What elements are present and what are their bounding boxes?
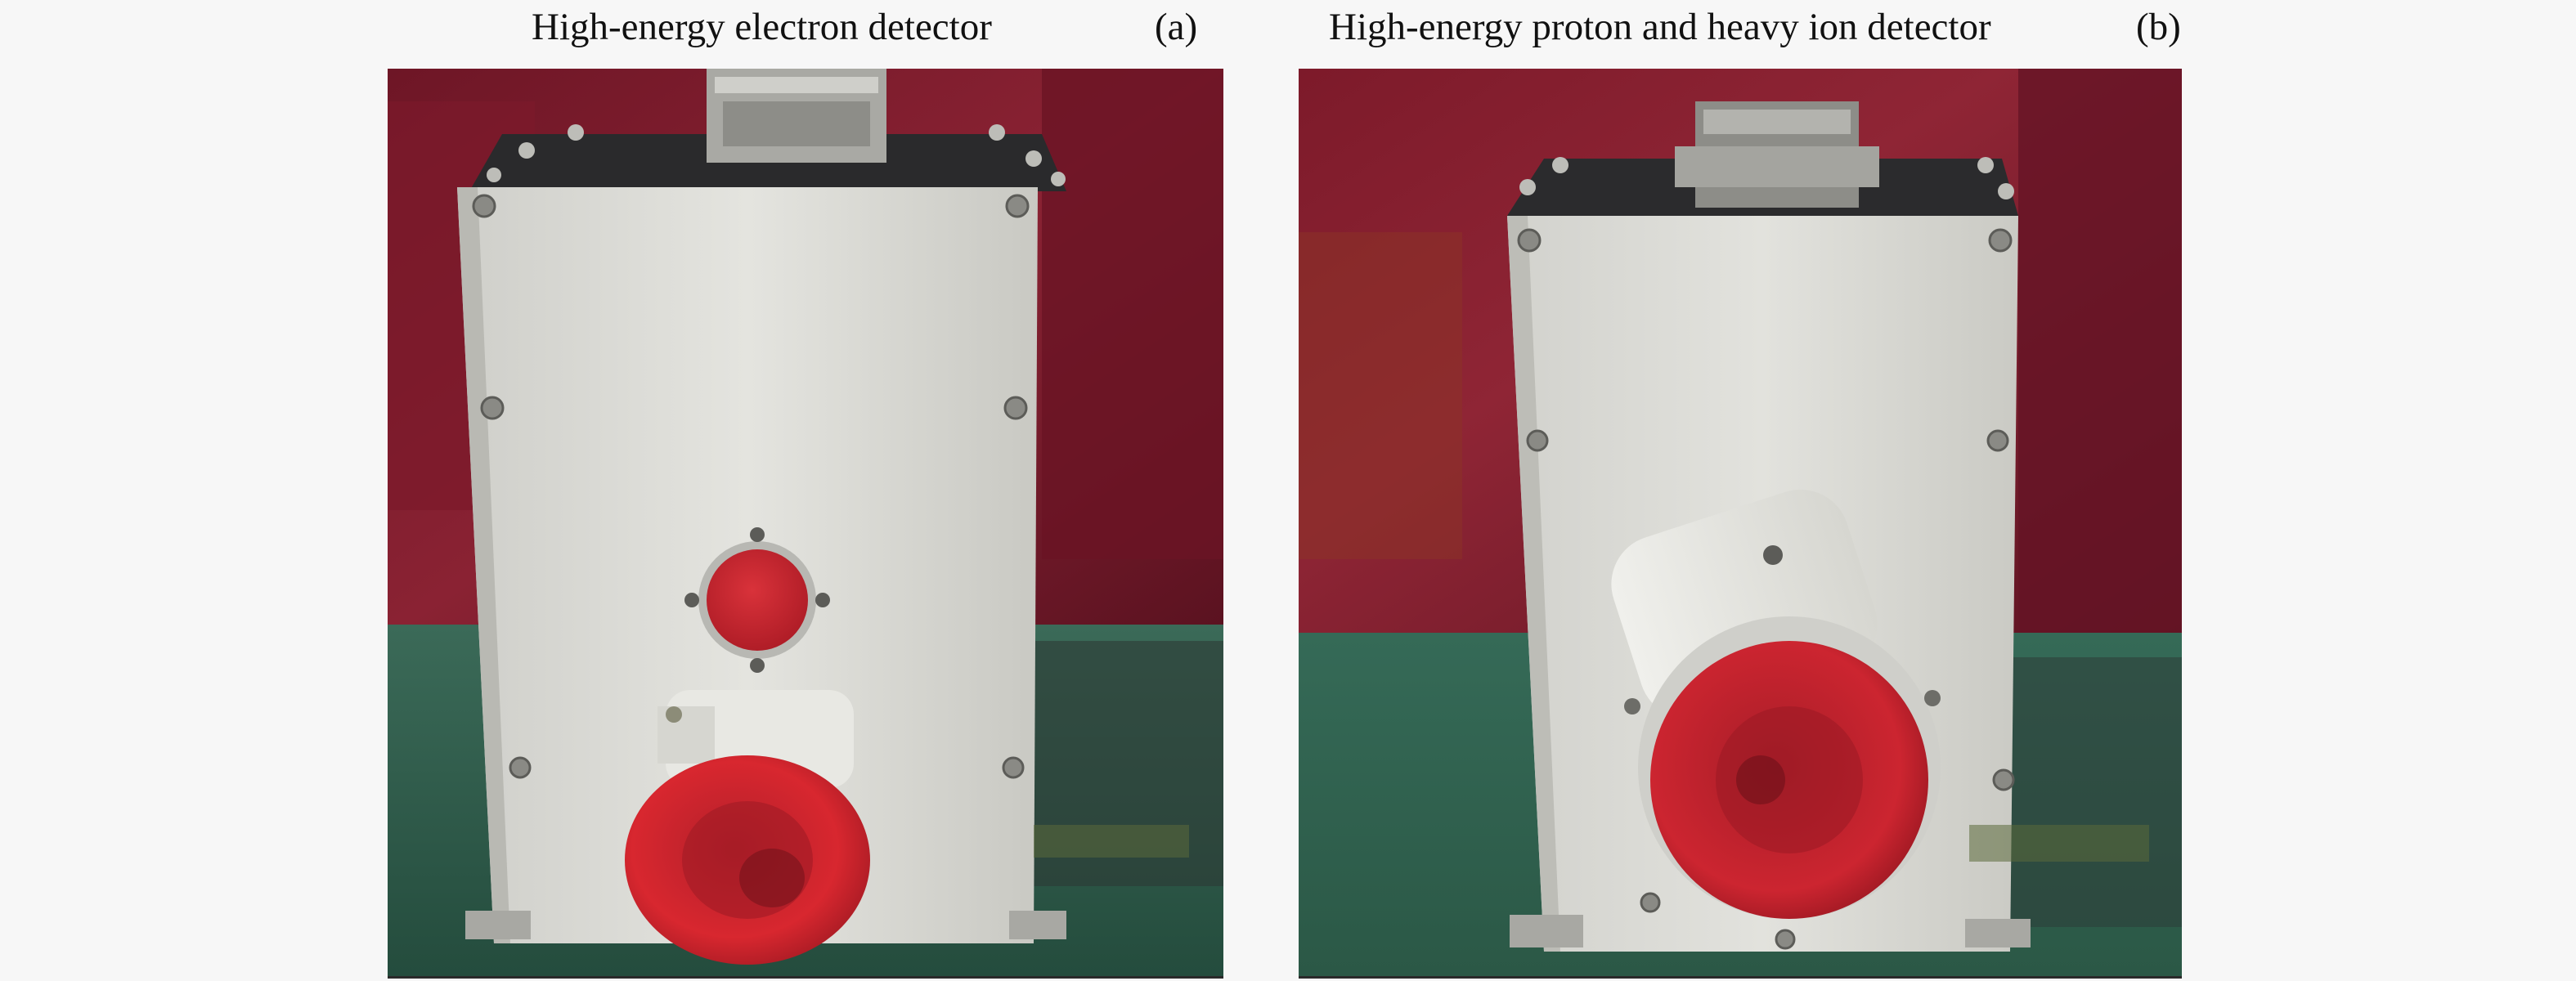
caption-a-title: High-energy electron detector (532, 6, 992, 48)
proton-heavy-ion-detector-image (1299, 69, 2182, 976)
caption-b-title: High-energy proton and heavy ion detecto… (1329, 6, 1991, 48)
photo-electron-detector (388, 69, 1223, 979)
caption-a-label: (a) (1155, 6, 1198, 48)
photo-proton-heavy-ion-detector (1299, 69, 2182, 979)
electron-detector-image (388, 69, 1223, 976)
caption-b-label: (b) (2136, 6, 2181, 48)
